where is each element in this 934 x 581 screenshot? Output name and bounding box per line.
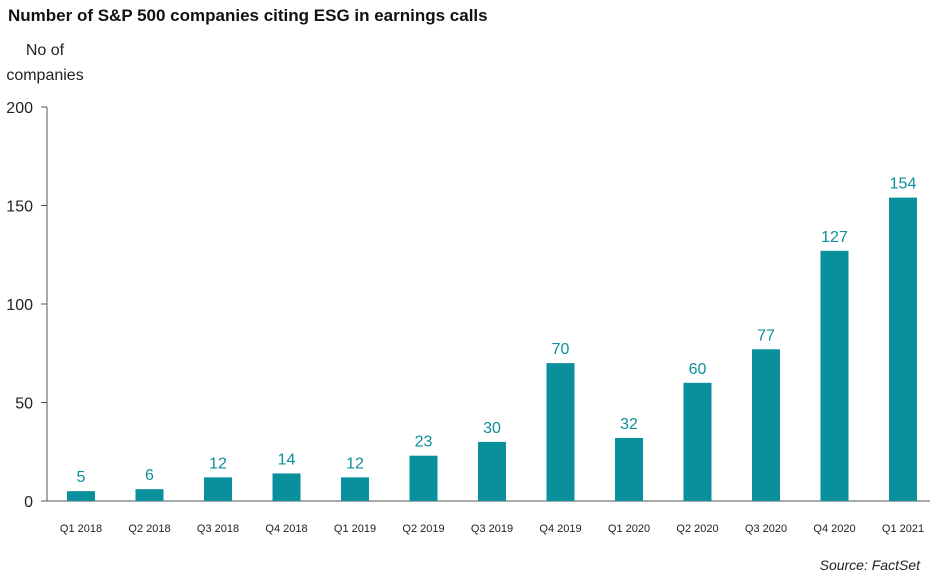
bar	[889, 197, 917, 501]
data-label: 60	[689, 361, 707, 378]
bar	[409, 455, 438, 501]
x-tick-label: Q4 2019	[539, 523, 581, 535]
data-label: 77	[757, 327, 775, 344]
data-label: 6	[145, 467, 154, 484]
x-tick-label: Q3 2018	[197, 523, 239, 535]
data-label: 12	[209, 455, 227, 472]
x-tick-label: Q3 2020	[745, 523, 787, 535]
data-label: 5	[77, 469, 86, 486]
x-tick-label: Q1 2018	[60, 523, 102, 535]
data-label: 30	[483, 420, 501, 437]
x-tick-label: Q2 2020	[676, 523, 718, 535]
bar	[683, 382, 712, 501]
y-tick-label: 50	[15, 396, 33, 413]
x-tick-label: Q4 2018	[265, 523, 307, 535]
x-tick-label: Q1 2019	[334, 523, 376, 535]
y-tick-label: 150	[6, 199, 33, 216]
bar	[204, 477, 232, 501]
bar-series: 5 Q1 2018 6 Q2 2018 12 Q3 2018 14 Q4 2018 12 Q1 2…	[60, 176, 924, 535]
bar	[820, 250, 849, 501]
y-tick-label: 0	[24, 494, 33, 511]
data-label: 154	[890, 176, 917, 193]
y-tick-label: 200	[6, 100, 33, 117]
x-tick-label: Q1 2020	[608, 523, 650, 535]
bar	[615, 437, 643, 501]
bar	[272, 473, 301, 501]
bar	[546, 363, 575, 501]
data-label: 32	[620, 416, 638, 433]
chart-axes: 0 50 100 150 200	[6, 100, 930, 511]
y-axis-label: No of companies	[6, 42, 84, 84]
data-label: 23	[415, 434, 433, 451]
bar	[478, 441, 506, 501]
x-tick-label: Q2 2018	[128, 523, 170, 535]
data-label: 127	[821, 229, 848, 246]
bar	[67, 491, 95, 501]
data-label: 14	[278, 451, 296, 468]
bar	[341, 477, 369, 501]
data-label: 12	[346, 455, 364, 472]
bar	[135, 489, 164, 501]
x-tick-label: Q2 2019	[402, 523, 444, 535]
chart-title: Number of S&P 500 companies citing ESG i…	[8, 6, 488, 25]
x-tick-label: Q1 2021	[882, 523, 924, 535]
x-tick-label: Q3 2019	[471, 523, 513, 535]
bar	[752, 349, 780, 501]
x-tick-label: Q4 2020	[813, 523, 855, 535]
data-label: 70	[552, 341, 570, 358]
y-tick-label: 100	[6, 297, 33, 314]
source-note: Source: FactSet	[819, 557, 920, 573]
